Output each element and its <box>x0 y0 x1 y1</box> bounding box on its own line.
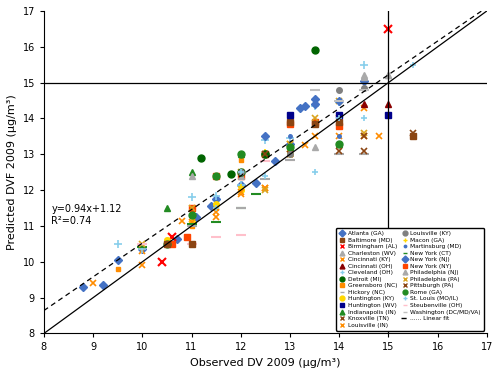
Y-axis label: Predicted DVF 2009 (μg/m³): Predicted DVF 2009 (μg/m³) <box>7 94 17 250</box>
X-axis label: Observed DV 2009 (μg/m³): Observed DV 2009 (μg/m³) <box>190 358 340 368</box>
Text: y=0.94x+1.12
R²=0.74: y=0.94x+1.12 R²=0.74 <box>52 204 122 226</box>
Legend: Atlanta (GA), Baltimore (MD), Birmingham (AL), Charleston (WV), Cincinnati (KY),: Atlanta (GA), Baltimore (MD), Birmingham… <box>336 228 484 330</box>
